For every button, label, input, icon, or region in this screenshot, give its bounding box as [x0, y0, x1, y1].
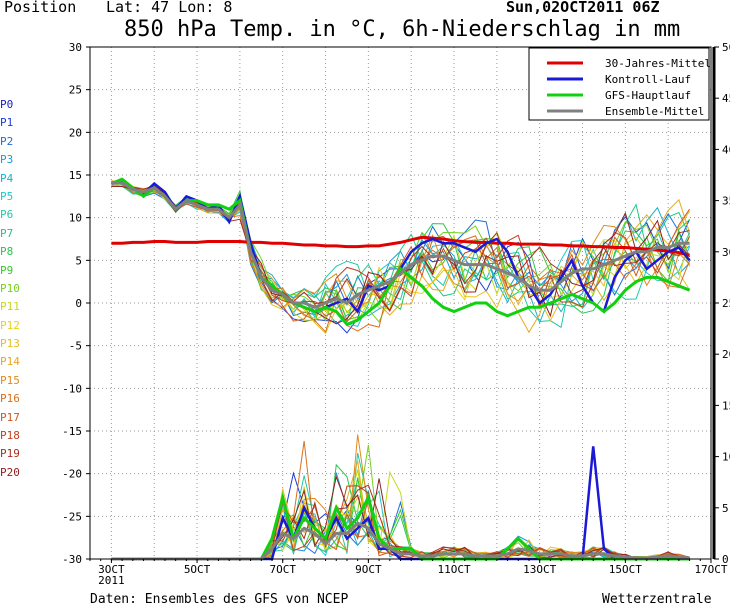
member-label-p2: P2: [0, 134, 14, 148]
left-tick-label: 20: [69, 126, 82, 139]
right-tick-label: 0: [722, 553, 729, 566]
left-tick-label: 10: [69, 212, 82, 225]
x-tick-sublabel: 2011: [98, 574, 125, 587]
left-tick-label: 5: [75, 254, 82, 267]
left-tick-label: -25: [62, 510, 82, 523]
plot-frame: [89, 46, 712, 560]
left-tick-label: 30: [69, 41, 82, 54]
temp-line-2: [110, 177, 691, 327]
member-label-p7: P7: [0, 226, 14, 240]
right-tick-label: 45: [722, 92, 730, 105]
chart-grid: [90, 47, 712, 559]
member-label-p4: P4: [0, 171, 14, 185]
x-tick-label: 15OCT: [609, 563, 642, 576]
member-label-p5: P5: [0, 189, 14, 203]
chart-legend: 30-Jahres-Mittel Kontroll-Lauf GFS-Hauptla…: [528, 47, 711, 121]
right-tick-label: 50: [722, 41, 730, 54]
left-tick-label: -30: [62, 553, 82, 566]
x-tick-label: 17OCT: [694, 563, 727, 576]
left-tick-label: -5: [69, 340, 82, 353]
left-tick-label: 25: [69, 84, 82, 97]
lat-lon: Lat: 47 Lon: 8: [106, 0, 233, 16]
ensemble-temp-line-p16: [111, 181, 691, 333]
right-tick-label: 35: [722, 195, 730, 208]
x-tick-label: 11OCT: [437, 563, 470, 576]
right-tick-label: 15: [722, 399, 730, 412]
member-label-p20: P20: [0, 465, 20, 479]
member-label-p14: P14: [0, 355, 20, 369]
right-tick-label: 10: [722, 451, 730, 464]
data-source: Daten: Ensembles des GFS von NCEP: [90, 592, 349, 607]
x-tick-label: 13OCT: [523, 563, 556, 576]
member-label-p0: P0: [0, 98, 14, 111]
run-time: Sun,02OCT2011 06Z: [506, 0, 660, 16]
legend-label: Ensemble-Mittel: [605, 105, 704, 118]
member-label-p6: P6: [0, 208, 14, 222]
member-label-p10: P10: [0, 281, 20, 295]
position-label: Position: [4, 0, 77, 16]
right-tick-label: 20: [722, 348, 730, 361]
chart-title: 850 hPa Temp. in °C, 6h-Niederschlag in …: [124, 17, 681, 42]
left-tick-label: -15: [62, 425, 82, 438]
legend-label: GFS-Hauptlauf: [605, 89, 691, 102]
member-label-p11: P11: [0, 300, 20, 314]
x-tick-label: 3OCT: [98, 563, 125, 576]
temp-line-3: [111, 181, 690, 309]
left-tick-label: 15: [69, 169, 82, 182]
legend-label: 30-Jahres-Mittel: [605, 57, 711, 70]
member-label-p16: P16: [0, 392, 20, 406]
member-label-p1: P1: [0, 116, 14, 130]
x-tick-label: 9OCT: [355, 563, 382, 576]
member-label-p17: P17: [0, 410, 20, 424]
member-label-p13: P13: [0, 337, 20, 351]
chart-axes: 302520151050-5-10-15-20-25-3050454035302…: [62, 41, 730, 587]
legend-box: [528, 47, 710, 121]
member-label-p19: P19: [0, 447, 20, 461]
member-label-p18: P18: [0, 429, 20, 443]
member-label-p3: P3: [0, 153, 14, 167]
right-tick-label: 25: [722, 297, 730, 310]
right-tick-label: 5: [722, 502, 729, 515]
ensemble-lines: [111, 178, 691, 560]
left-tick-label: 0: [75, 297, 82, 310]
ensemble-member-list: P0 P1 P2 P3 P4 P5 P6 P7 P8 P9 P10 P11 P12 P13 P14 P15 P1…: [0, 96, 40, 482]
left-tick-label: -20: [62, 468, 82, 481]
right-tick-label: 30: [722, 246, 730, 259]
member-label-p12: P12: [0, 318, 20, 332]
right-tick-label: 40: [722, 143, 730, 156]
member-label-p15: P15: [0, 373, 20, 387]
member-label-p8: P8: [0, 245, 14, 259]
legend-label: Kontroll-Lauf: [605, 73, 691, 86]
x-tick-label: 7OCT: [269, 563, 296, 576]
x-tick-label: 5OCT: [184, 563, 211, 576]
left-tick-label: -10: [62, 382, 82, 395]
temp-line-0: [111, 235, 690, 257]
brand-label: Wetterzentrale: [602, 592, 712, 607]
member-label-p9: P9: [0, 263, 14, 277]
